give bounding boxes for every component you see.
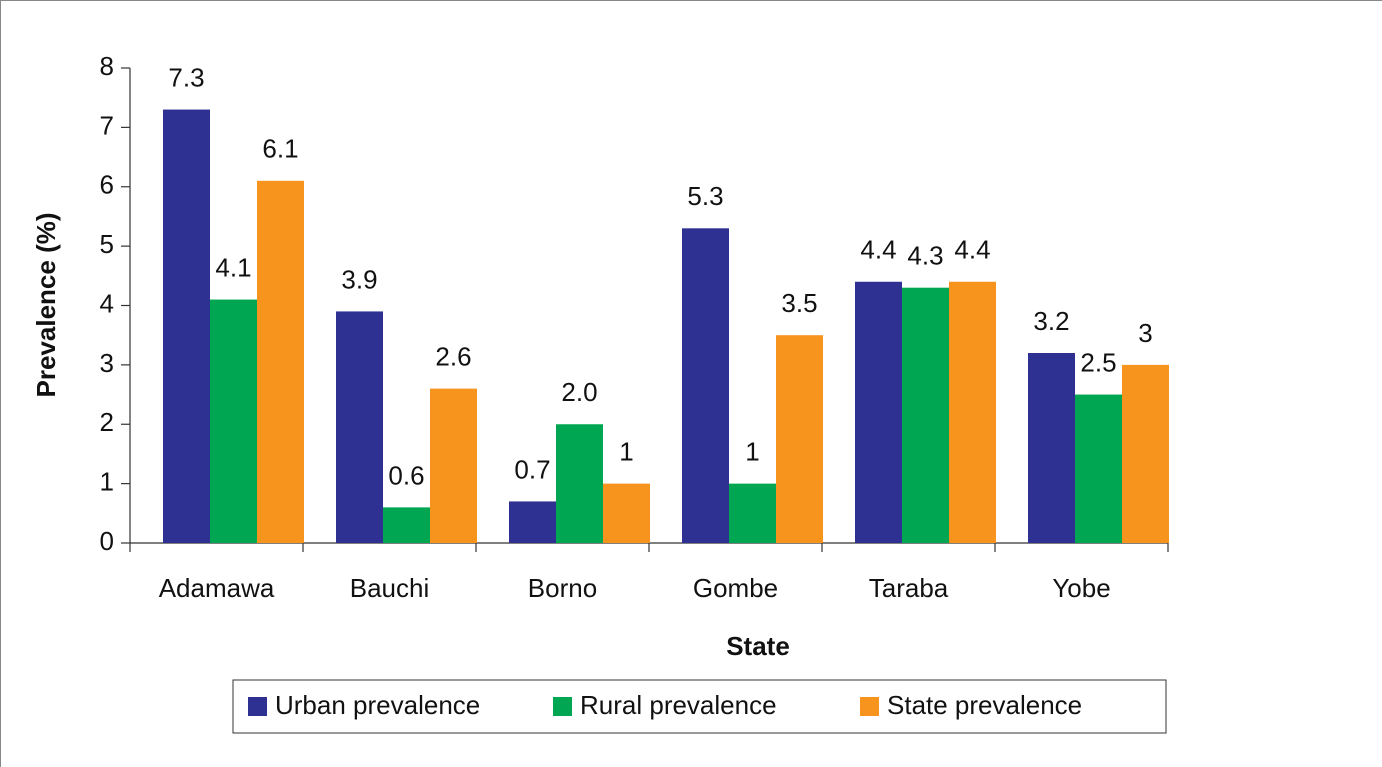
bar xyxy=(509,501,556,543)
legend-swatch xyxy=(248,697,267,716)
bar xyxy=(257,180,304,543)
data-label: 1 xyxy=(619,437,633,467)
y-tick-label: 4 xyxy=(100,288,114,318)
data-label: 2.0 xyxy=(561,377,597,407)
bar xyxy=(163,109,210,543)
bar xyxy=(603,483,650,543)
data-label: 4.4 xyxy=(860,235,896,265)
x-tick-label: Yobe xyxy=(1052,573,1110,603)
data-label: 0.6 xyxy=(388,460,424,490)
data-label: 2.5 xyxy=(1080,347,1116,377)
legend-swatch xyxy=(860,697,879,716)
bar xyxy=(729,483,776,543)
legend-box xyxy=(232,679,1167,734)
bar xyxy=(902,287,949,543)
data-label: 3.5 xyxy=(781,288,817,318)
y-tick-label: 6 xyxy=(100,170,114,200)
legend-label: State prevalence xyxy=(887,690,1082,720)
data-label: 6.1 xyxy=(262,134,298,164)
legend-label: Rural prevalence xyxy=(580,690,777,720)
x-tick-label: Taraba xyxy=(869,573,949,603)
y-tick-label: 0 xyxy=(100,526,114,556)
data-label: 7.3 xyxy=(168,62,204,92)
bar xyxy=(1028,353,1075,543)
bar xyxy=(682,228,729,543)
bar xyxy=(855,281,902,543)
data-label: 3 xyxy=(1138,318,1152,348)
bar xyxy=(383,507,430,543)
x-axis-label: State xyxy=(726,631,790,661)
y-axis-label: Prevalence (%) xyxy=(31,213,61,398)
y-tick-label: 1 xyxy=(100,467,114,497)
y-tick-label: 8 xyxy=(100,51,114,81)
bar xyxy=(1075,394,1122,543)
data-label: 0.7 xyxy=(514,454,550,484)
y-tick-label: 5 xyxy=(100,229,114,259)
data-label: 4.4 xyxy=(954,235,990,265)
bar xyxy=(210,299,257,543)
data-label: 3.9 xyxy=(341,264,377,294)
bar xyxy=(430,388,477,543)
data-label: 4.3 xyxy=(907,241,943,271)
x-tick-label: Gombe xyxy=(693,573,778,603)
x-tick-label: Borno xyxy=(528,573,597,603)
y-tick-label: 7 xyxy=(100,110,114,140)
data-label: 5.3 xyxy=(687,181,723,211)
data-label: 2.6 xyxy=(435,342,471,372)
bar xyxy=(336,311,383,543)
legend-label: Urban prevalence xyxy=(275,690,480,720)
legend-swatch xyxy=(553,697,572,716)
bar xyxy=(556,424,603,543)
bar xyxy=(1122,364,1169,543)
y-tick-label: 2 xyxy=(100,407,114,437)
data-label: 1 xyxy=(745,437,759,467)
x-tick-label: Adamawa xyxy=(159,573,275,603)
data-label: 3.2 xyxy=(1033,306,1069,336)
y-tick-label: 3 xyxy=(100,348,114,378)
data-label: 4.1 xyxy=(215,252,251,282)
bar xyxy=(949,281,996,543)
x-tick-label: Bauchi xyxy=(350,573,430,603)
bar xyxy=(776,335,823,543)
